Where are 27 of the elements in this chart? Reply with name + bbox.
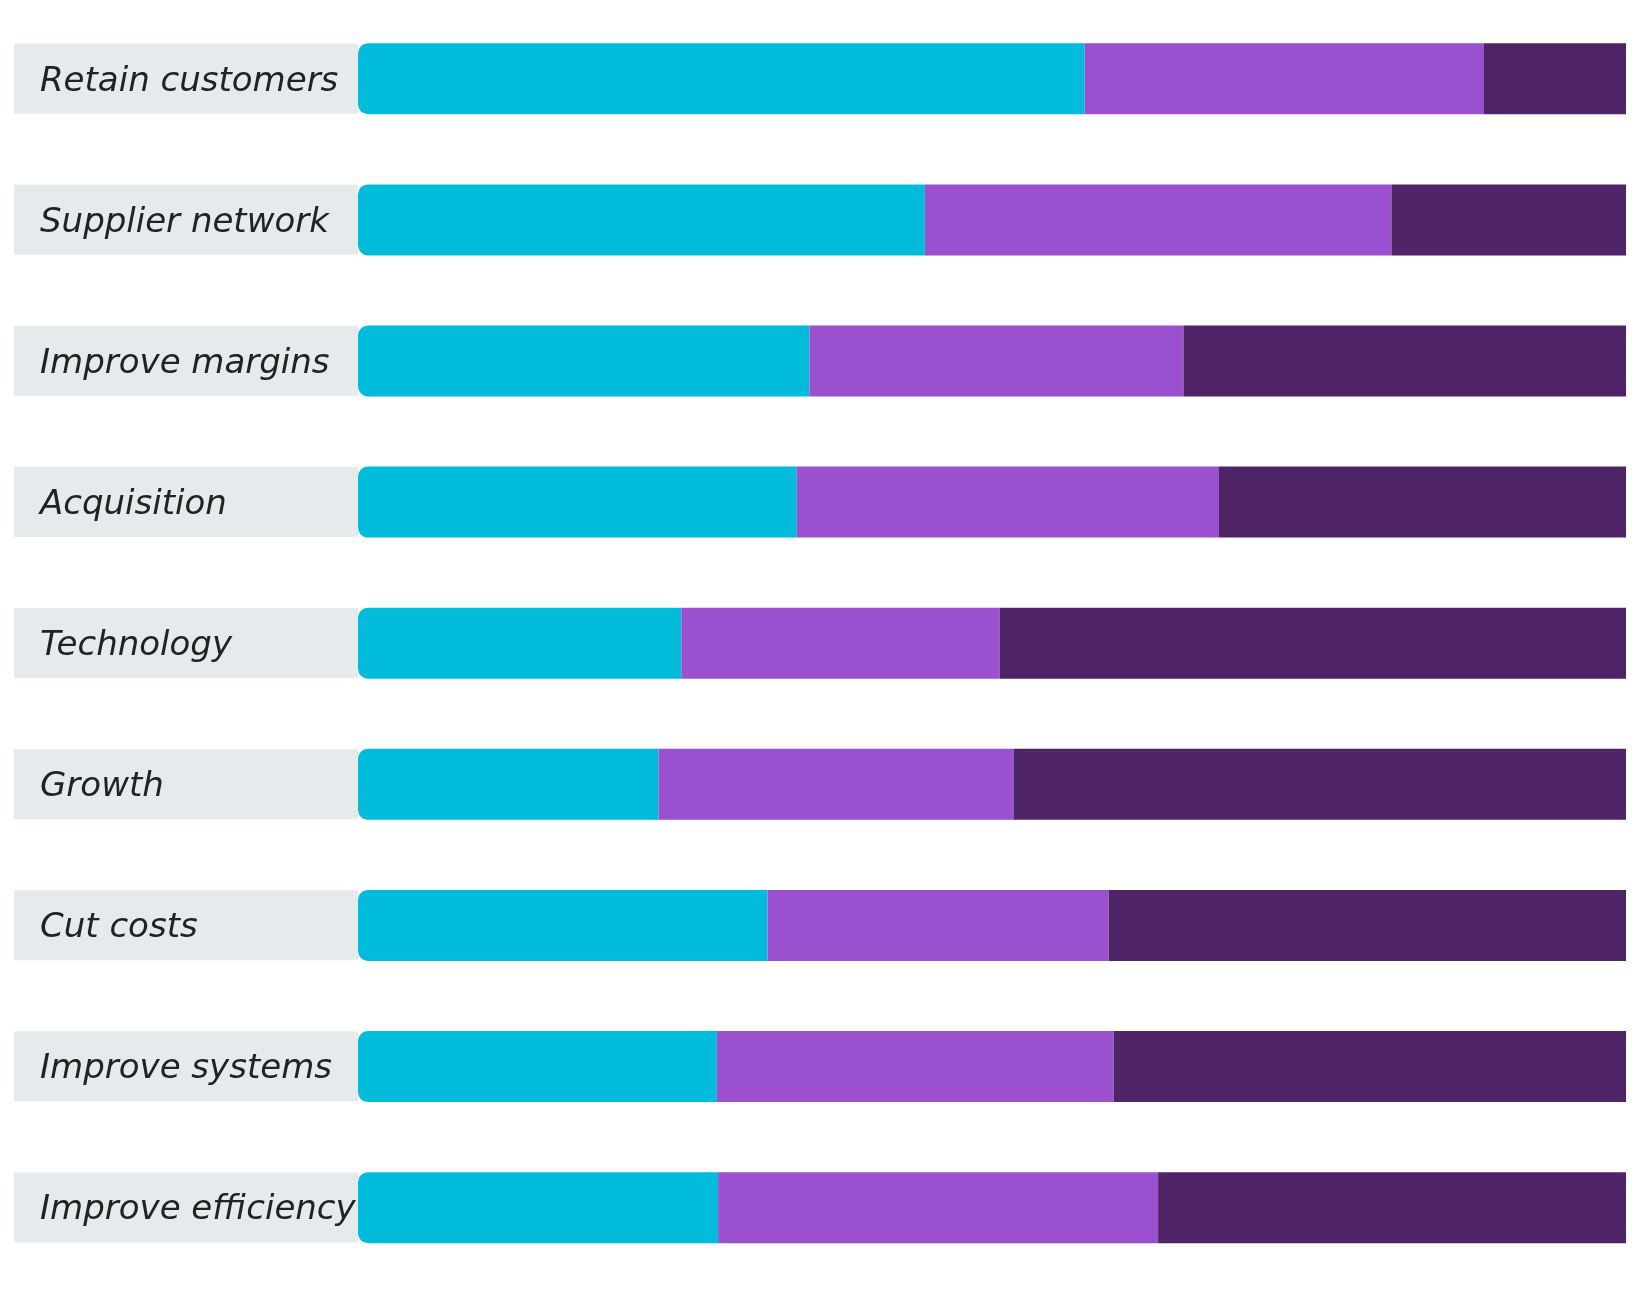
bar: [924, 184, 1392, 256]
bar: [1218, 466, 1626, 538]
bar: [1113, 1031, 1626, 1103]
y-tick-label: Technology: [40, 623, 233, 663]
bar: [716, 1031, 1114, 1103]
bar: [809, 325, 1184, 397]
bar: [1084, 43, 1484, 115]
bar: [718, 1172, 1159, 1244]
y-tick-label: Supplier network: [40, 199, 331, 240]
bar: [658, 748, 1014, 820]
y-tick-label: Improve systems: [40, 1046, 332, 1087]
bar: [1183, 325, 1626, 397]
y-tick-label: Improve margins: [40, 340, 330, 381]
y-tick-label: Acquisition: [38, 481, 227, 522]
bar: [681, 607, 1000, 679]
y-tick-label: Improve efficiency: [40, 1187, 357, 1228]
bar: [999, 607, 1626, 679]
bar: [1013, 748, 1626, 820]
y-tick-label: Growth: [40, 764, 164, 805]
bar: [1483, 43, 1626, 115]
bar: [796, 466, 1219, 538]
bar: [1158, 1172, 1626, 1244]
bar: [1108, 889, 1626, 961]
bar: [767, 889, 1109, 961]
y-tick-label: Retain customers: [40, 58, 339, 99]
bar: [1391, 184, 1626, 256]
y-tick-label: Cut costs: [40, 905, 198, 946]
